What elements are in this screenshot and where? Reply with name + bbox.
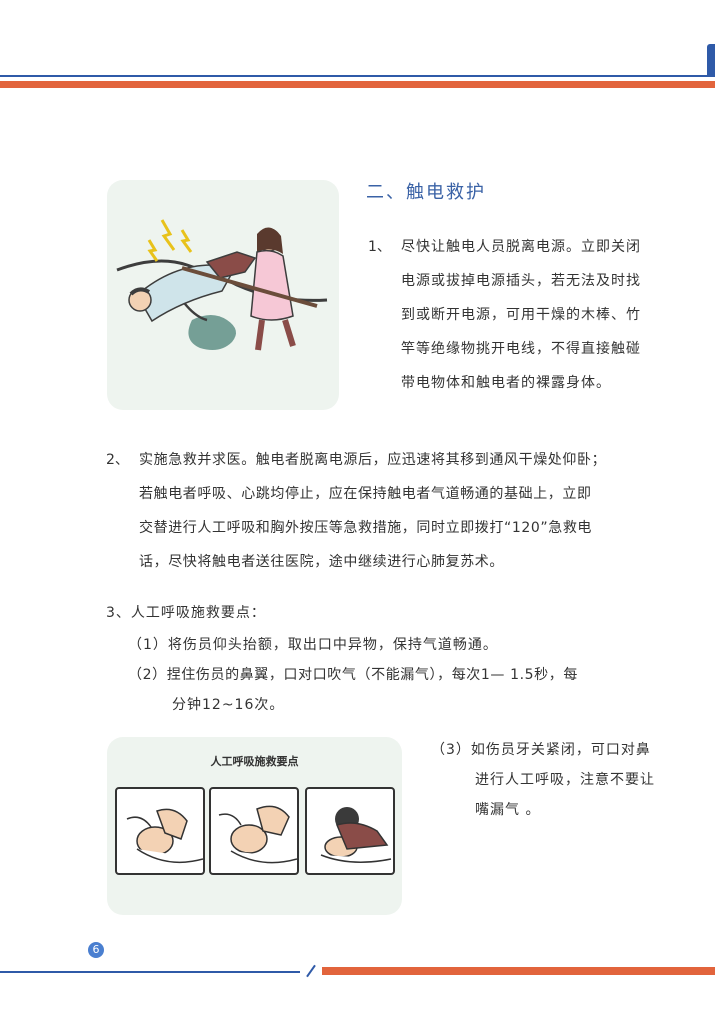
item2-line-4: 话，尽快将触电者送往医院，途中继续进行心肺复苏术。 [139, 554, 504, 570]
respiration-illustration: 人工呼吸施救要点 [107, 737, 402, 915]
item3-sub3-line-3: 嘴漏气 。 [475, 802, 541, 818]
item1-line-5: 带电物体和触电者的裸露身体。 [401, 375, 611, 391]
item3-sub3-line-2: 进行人工呼吸，注意不要让 [475, 772, 655, 788]
header-rule-blue [0, 75, 708, 77]
step-frame-3 [305, 787, 395, 875]
illustration-title: 人工呼吸施救要点 [210, 755, 299, 768]
footer-rule-blue [0, 971, 300, 973]
item2-number: 2、 [106, 452, 129, 468]
electric-shock-illustration [107, 180, 339, 410]
item1-number: 1、 [368, 239, 391, 255]
item2-line-2: 若触电者呼吸、心跳均停止，应在保持触电者气道畅通的基础上，立即 [139, 486, 592, 502]
page-number-badge: 6 [88, 942, 104, 958]
item3-sub3-line-1: （3）如伤员牙关紧闭，可口对鼻 [431, 742, 651, 758]
item1-line-1: 尽快让触电人员脱离电源。立即关闭 [401, 239, 641, 255]
mouth-to-mouth-icon [320, 807, 392, 863]
header-rule-orange [0, 81, 715, 88]
step-frame-2 [209, 787, 299, 875]
item3-sub2-line-1: （2）捏住伤员的鼻翼，口对口吹气（不能漏气），每次1— 1.5秒，每 [128, 667, 578, 683]
footer-slash [306, 964, 316, 978]
item1-line-4: 竿等绝缘物挑开电线，不得直接触碰 [401, 341, 641, 357]
item3-sub1: （1）将伤员仰头抬额，取出口中异物，保持气道畅通。 [128, 637, 498, 653]
head-tilt-icon [126, 808, 204, 864]
item2-line-1: 实施急救并求医。触电者脱离电源后，应迅速将其移到通风干燥处仰卧； [139, 452, 607, 468]
item3-heading: 3、人工呼吸施救要点： [106, 605, 266, 621]
section-title: 二、触电救护 [366, 182, 486, 203]
footer-rule-orange [322, 967, 715, 975]
header-tab [707, 44, 715, 77]
item3-sub2-line-2: 分钟12~16次。 [172, 697, 285, 713]
nose-pinch-icon [218, 805, 298, 864]
item2-line-3: 交替进行人工呼吸和胸外按压等急救措施，同时立即拨打“120”急救电 [139, 520, 593, 536]
item1-line-2: 电源或拔掉电源插头，若无法及时找 [401, 273, 641, 289]
item1-line-3: 到或断开电源，可用干燥的木棒、竹 [401, 307, 641, 323]
rescue-scene-icon [116, 219, 328, 351]
step-frame-1 [115, 787, 205, 875]
